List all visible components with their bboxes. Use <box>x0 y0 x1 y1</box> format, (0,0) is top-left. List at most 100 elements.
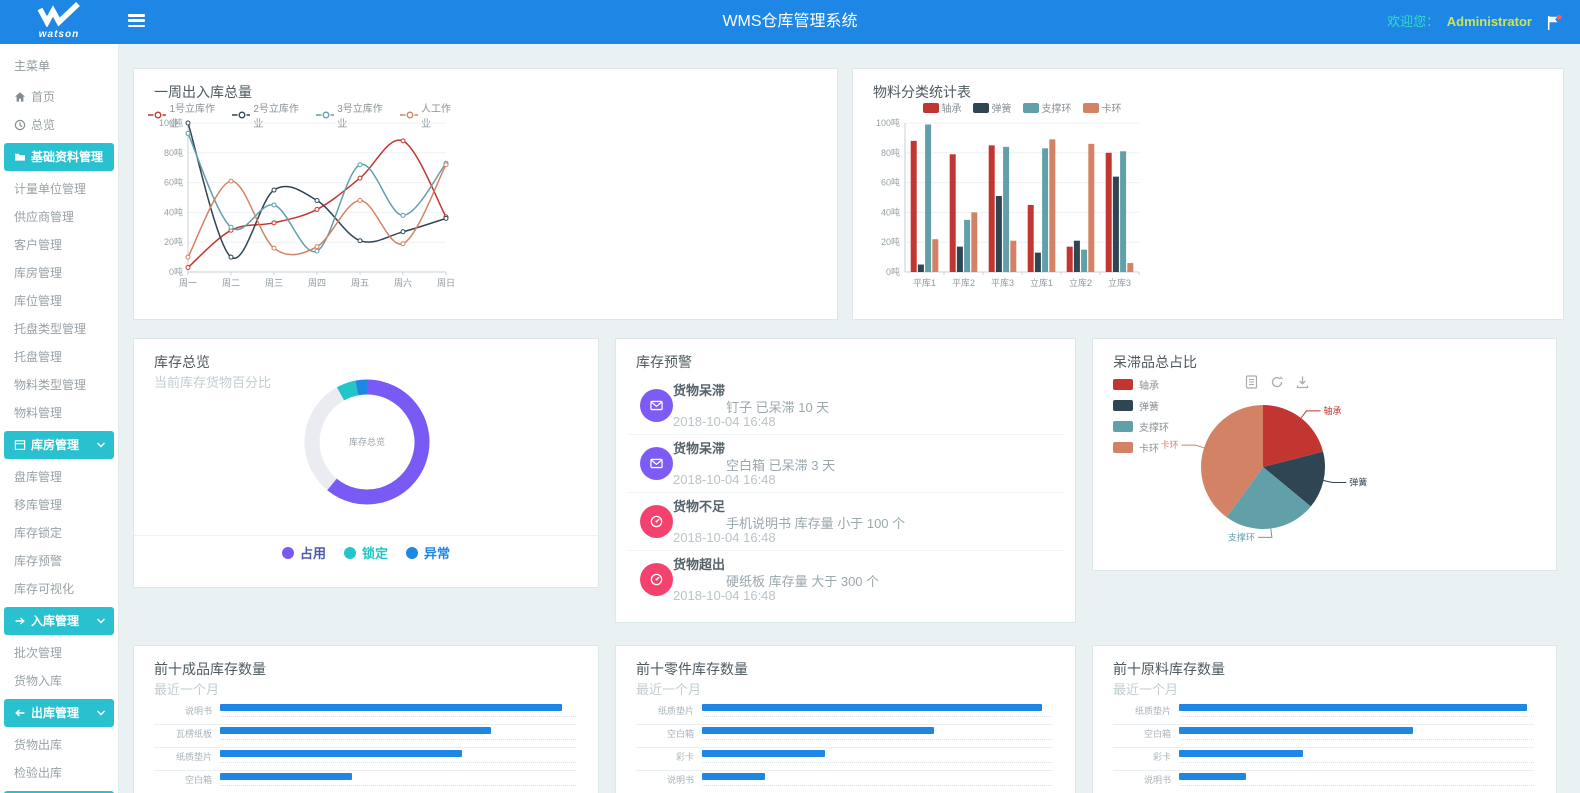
refresh-icon[interactable] <box>1270 375 1284 389</box>
card-title: 前十成品库存数量 <box>154 661 266 677</box>
sidebar-item-label: 库位管理 <box>14 294 63 308</box>
legend-label: 2号立库作业 <box>253 104 299 130</box>
hamburger-menu-icon[interactable] <box>128 14 148 30</box>
svg-text:60吨: 60吨 <box>881 177 900 188</box>
chevron-down-icon <box>96 617 106 625</box>
sidebar-item-入库管理[interactable]: 入库管理 <box>4 607 114 635</box>
legend-item-支撑环[interactable]: 支撑环 <box>1022 100 1072 115</box>
hbar-row-瓦楞纸板: 瓦楞纸板 <box>154 725 576 748</box>
legend-dot-icon <box>343 546 356 559</box>
hbar-row-空白箱: 空白箱 <box>636 725 1053 748</box>
hbar-dotted-gridline <box>702 762 1053 763</box>
sidebar-item-供应商管理[interactable]: 供应商管理 <box>0 203 118 231</box>
legend-line-marker-icon <box>231 111 251 119</box>
sidebar-item-partial[interactable] <box>4 791 114 793</box>
svg-text:周一: 周一 <box>179 278 197 288</box>
sidebar-item-批次管理[interactable]: 批次管理 <box>0 639 118 667</box>
card-top-raw-materials: 前十原料库存数量 最近一个月 纸质垫片 空白箱 彩卡 说明书 <box>1092 645 1557 793</box>
legend-item-3号立库作业[interactable]: 3号立库作业 <box>315 100 389 130</box>
legend-item-轴承[interactable]: 轴承 <box>922 100 962 115</box>
data-view-icon[interactable] <box>1245 375 1258 389</box>
sidebar-item-出库管理[interactable]: 出库管理 <box>4 699 114 727</box>
hbar-track <box>702 727 1053 734</box>
legend-item-2号立库作业[interactable]: 2号立库作业 <box>231 100 305 130</box>
sidebar-item-基础资料管理[interactable]: 基础资料管理 <box>4 143 114 171</box>
sidebar-item-托盘管理[interactable]: 托盘管理 <box>0 343 118 371</box>
legend-label: 3号立库作业 <box>337 104 383 130</box>
sidebar-item-label: 库存可视化 <box>14 582 75 596</box>
sidebar-item-库存可视化[interactable]: 库存可视化 <box>0 575 118 603</box>
legend-item-人工作业[interactable]: 人工作业 <box>399 100 458 130</box>
hbar-row-空白箱: 空白箱 <box>154 771 576 793</box>
notification-flag-icon[interactable] <box>1545 14 1562 36</box>
donut-legend-item-异常[interactable]: 异常 <box>406 543 450 562</box>
donut-legend-item-锁定[interactable]: 锁定 <box>343 543 388 562</box>
envelope-icon <box>640 389 673 422</box>
sidebar-item-检验出库[interactable]: 检验出库 <box>0 759 118 787</box>
sidebar-item-label: 托盘类型管理 <box>14 322 87 336</box>
sidebar-item-托盘类型管理[interactable]: 托盘类型管理 <box>0 315 118 343</box>
sidebar-item-库房管理[interactable]: 库房管理 <box>4 431 114 459</box>
sidebar-menu: 首页 总览 基础资料管理 计量单位管理 供应商管理 客户管理 库房管理 库位管理 托盘类型管理托… <box>0 83 118 793</box>
sidebar-item-label: 物料类型管理 <box>14 378 87 392</box>
legend-item-弹簧[interactable]: 弹簧 <box>972 100 1012 115</box>
hbar-bar <box>220 704 562 711</box>
download-icon[interactable] <box>1296 375 1309 389</box>
legend-item-1号立库作业[interactable]: 1号立库作业 <box>148 100 221 130</box>
sidebar-item-库位管理[interactable]: 库位管理 <box>0 287 118 315</box>
card-inventory-alerts: 库存预警 货物呆滞 钉子 已呆滞 10 天 2018-10-04 16:48 货物呆滞… <box>615 338 1076 623</box>
alert-row-货物呆滞[interactable]: 货物呆滞 钉子 已呆滞 10 天 2018-10-04 16:48 <box>628 377 1063 435</box>
sidebar-item-库存锁定[interactable]: 库存锁定 <box>0 519 118 547</box>
sidebar-item-计量单位管理[interactable]: 计量单位管理 <box>0 175 118 203</box>
sidebar-item-物料类型管理[interactable]: 物料类型管理 <box>0 371 118 399</box>
hbar-bar <box>220 773 352 780</box>
legend-swatch-icon <box>1082 102 1099 113</box>
hbar-dotted-gridline <box>1179 716 1534 717</box>
hbar-bar <box>702 773 766 780</box>
sidebar-item-货物出库[interactable]: 货物出库 <box>0 731 118 759</box>
sidebar-item-货物入库[interactable]: 货物入库 <box>0 667 118 695</box>
alert-row-货物呆滞[interactable]: 货物呆滞 空白箱 已呆滞 3 天 2018-10-04 16:48 <box>628 435 1063 493</box>
sidebar-item-总览[interactable]: 总览 <box>0 111 118 139</box>
legend-item-弹簧[interactable]: 弹簧 <box>1113 398 1169 413</box>
legend-item-轴承[interactable]: 轴承 <box>1113 377 1169 392</box>
legend-label: 支撑环 <box>1041 104 1072 115</box>
hbar-dotted-gridline <box>702 716 1053 717</box>
legend-swatch-icon <box>1113 379 1133 390</box>
watson-logo[interactable]: watson <box>24 1 94 40</box>
donut-legend-item-占用[interactable]: 占用 <box>281 543 326 562</box>
card-subtitle: 当前库存货物百分比 <box>154 375 272 390</box>
alert-row-货物超出[interactable]: 货物超出 硬纸板 库存量 大于 300 个 2018-10-04 16:48 <box>628 551 1063 608</box>
legend-item-卡环[interactable]: 卡环 <box>1082 100 1122 115</box>
chart-toolbar <box>1245 375 1309 389</box>
hbar-row-说明书: 说明书 <box>154 702 576 725</box>
svg-text:周六: 周六 <box>394 277 412 288</box>
svg-text:40吨: 40吨 <box>164 206 183 217</box>
hbar-label: 说明书 <box>666 775 694 785</box>
sidebar-item-label: 移库管理 <box>14 498 63 512</box>
legend-item-卡环[interactable]: 卡环 <box>1113 440 1169 455</box>
sidebar-item-客户管理[interactable]: 客户管理 <box>0 231 118 259</box>
svg-text:20吨: 20吨 <box>881 236 900 247</box>
hbar-row-彩卡: 彩卡 <box>636 748 1053 771</box>
sidebar-item-物料管理[interactable]: 物料管理 <box>0 399 118 427</box>
sidebar-item-移库管理[interactable]: 移库管理 <box>0 491 118 519</box>
username[interactable]: Administrator <box>1446 14 1532 29</box>
hbar-bar <box>702 727 934 734</box>
svg-text:周四: 周四 <box>308 278 326 288</box>
legend-dot-icon <box>406 546 418 559</box>
svg-text:100吨: 100吨 <box>159 117 183 128</box>
legend-swatch-icon <box>1022 102 1039 113</box>
sidebar-item-库房管理[interactable]: 库房管理 <box>0 259 118 287</box>
sidebar-item-库存预警[interactable]: 库存预警 <box>0 547 118 575</box>
hbar-row-纸质垫片: 纸质垫片 <box>636 702 1053 725</box>
alert-description: 手机说明书 库存量 小于 100 个 <box>726 516 906 531</box>
alert-row-货物不足[interactable]: 货物不足 手机说明书 库存量 小于 100 个 2018-10-04 16:48 <box>628 493 1063 551</box>
alert-list: 货物呆滞 钉子 已呆滞 10 天 2018-10-04 16:48 货物呆滞 空白箱 已… <box>616 377 1075 608</box>
legend-item-支撑环[interactable]: 支撑环 <box>1113 419 1169 434</box>
warehouse-icon <box>14 439 26 451</box>
sidebar-item-首页[interactable]: 首页 <box>0 83 118 111</box>
folder-icon <box>14 151 26 163</box>
hbar-track <box>702 704 1053 711</box>
sidebar-item-盘库管理[interactable]: 盘库管理 <box>0 463 118 491</box>
